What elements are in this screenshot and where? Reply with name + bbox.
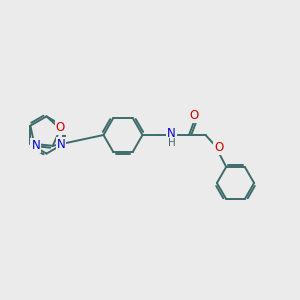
Text: H: H (168, 137, 176, 148)
Text: O: O (56, 121, 65, 134)
Text: O: O (214, 141, 223, 154)
Text: O: O (190, 109, 199, 122)
Text: N: N (57, 138, 65, 151)
Text: N: N (167, 127, 176, 140)
Text: N: N (32, 139, 40, 152)
